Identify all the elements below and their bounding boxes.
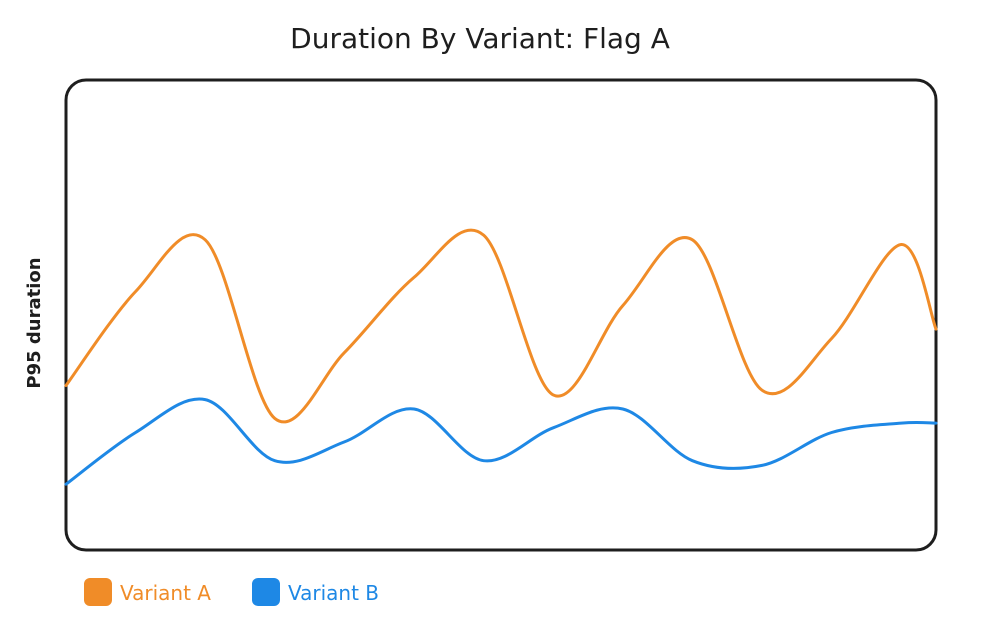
- legend-swatch-variant-a: [84, 578, 112, 606]
- y-axis-label: P95 duration: [24, 257, 45, 388]
- legend-swatch-variant-b: [252, 578, 280, 606]
- chart-title: Duration By Variant: Flag A: [290, 22, 670, 55]
- plot-frame: [64, 78, 938, 552]
- legend: Variant A Variant B: [84, 578, 379, 606]
- legend-label-variant-a: Variant A: [120, 581, 211, 605]
- series-line-variant-b: [64, 397, 938, 486]
- series-layer: [64, 228, 938, 486]
- legend-label-variant-b: Variant B: [288, 581, 379, 605]
- series-line-variant-a: [64, 228, 938, 424]
